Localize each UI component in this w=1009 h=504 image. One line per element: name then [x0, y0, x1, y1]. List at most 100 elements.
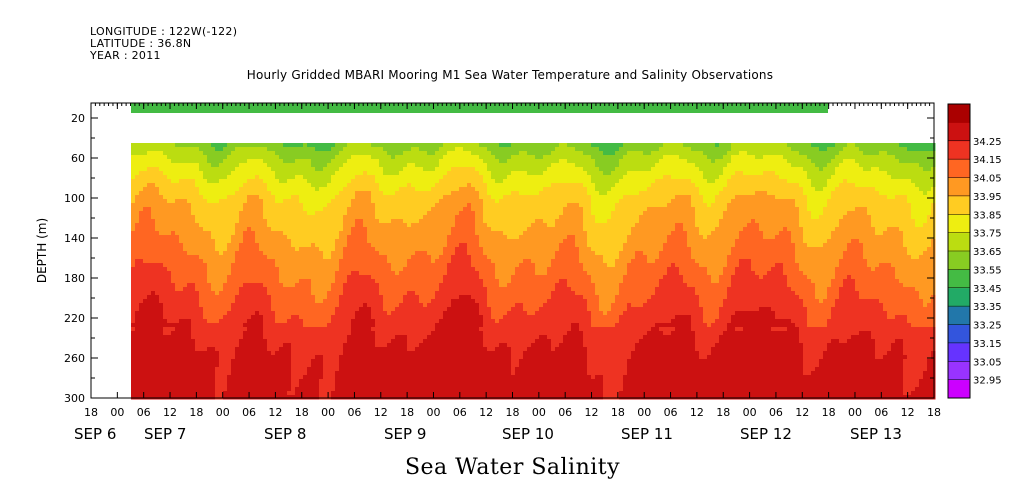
- heatmap-cell: [155, 263, 160, 268]
- heatmap-cell: [147, 147, 152, 152]
- heatmap-cell: [335, 279, 340, 284]
- heatmap-cell: [335, 303, 340, 308]
- heatmap-cell: [399, 163, 404, 168]
- heatmap-cell: [211, 299, 216, 304]
- heatmap-cell: [391, 387, 396, 392]
- heatmap-cell: [215, 275, 220, 280]
- heatmap-cell: [147, 355, 152, 360]
- heatmap-cell: [311, 151, 316, 156]
- heatmap-cell: [395, 219, 400, 224]
- heatmap-cell: [327, 247, 332, 252]
- heatmap-cell: [319, 203, 324, 208]
- heatmap-cell: [143, 387, 148, 392]
- heatmap-cell: [367, 387, 372, 392]
- heatmap-cell: [239, 315, 244, 320]
- heatmap-cell: [387, 251, 392, 256]
- heatmap-cell: [343, 319, 348, 324]
- heatmap-cell: [179, 227, 184, 232]
- heatmap-cell: [355, 151, 360, 156]
- heatmap-cell: [219, 327, 224, 332]
- heatmap-cell: [403, 223, 408, 228]
- heatmap-cell: [439, 375, 444, 380]
- heatmap-cell: [211, 331, 216, 336]
- heatmap-cell: [375, 291, 380, 296]
- heatmap-cell: [367, 203, 372, 208]
- heatmap-cell: [191, 159, 196, 164]
- heatmap-cell: [159, 243, 164, 248]
- heatmap-cell: [223, 159, 228, 164]
- heatmap-cell: [291, 243, 296, 248]
- heatmap-cell: [243, 283, 248, 288]
- heatmap-cell: [419, 275, 424, 280]
- heatmap-cell: [411, 299, 416, 304]
- heatmap-cell: [207, 267, 212, 272]
- heatmap-cell: [395, 395, 400, 400]
- heatmap-cell: [431, 179, 436, 184]
- heatmap-cell: [367, 303, 372, 308]
- heatmap-cell: [247, 191, 252, 196]
- heatmap-cell: [339, 159, 344, 164]
- heatmap-cell: [383, 303, 388, 308]
- heatmap-cell: [275, 299, 280, 304]
- heatmap-cell: [307, 215, 312, 220]
- heatmap-cell: [299, 359, 304, 364]
- heatmap-cell: [163, 267, 168, 272]
- heatmap-cell: [203, 167, 208, 172]
- heatmap-cell: [431, 215, 436, 220]
- heatmap-cell: [395, 143, 400, 148]
- heatmap-cell: [215, 315, 220, 320]
- heatmap-cell: [179, 259, 184, 264]
- heatmap-cell: [275, 351, 280, 356]
- heatmap-cell: [199, 255, 204, 260]
- heatmap-cell: [211, 251, 216, 256]
- heatmap-cell: [131, 259, 136, 264]
- heatmap-cell: [231, 363, 236, 368]
- heatmap-cell: [135, 291, 140, 296]
- heatmap-cell: [211, 159, 216, 164]
- heatmap-cell: [191, 355, 196, 360]
- heatmap-cell: [327, 243, 332, 248]
- heatmap-cell: [431, 279, 436, 284]
- heatmap-cell: [199, 327, 204, 332]
- heatmap-cell: [207, 155, 212, 160]
- heatmap-cell: [143, 283, 148, 288]
- heatmap-cell: [211, 363, 216, 368]
- heatmap-cell: [251, 271, 256, 276]
- heatmap-cell: [343, 387, 348, 392]
- heatmap-cell: [295, 231, 300, 236]
- heatmap-cell: [383, 271, 388, 276]
- heatmap-cell: [295, 235, 300, 240]
- heatmap-cell: [327, 211, 332, 216]
- heatmap-cell: [379, 215, 384, 220]
- heatmap-cell: [347, 187, 352, 192]
- heatmap-cell: [411, 287, 416, 292]
- heatmap-cell: [219, 275, 224, 280]
- heatmap-cell: [251, 379, 256, 384]
- heatmap-cell: [339, 215, 344, 220]
- heatmap-cell: [367, 279, 372, 284]
- heatmap-cell: [219, 251, 224, 256]
- heatmap-cell: [343, 223, 348, 228]
- heatmap-cell: [343, 199, 348, 204]
- heatmap-cell: [343, 395, 348, 400]
- heatmap-cell: [407, 335, 412, 340]
- heatmap-cell: [263, 183, 268, 188]
- heatmap-cell: [319, 255, 324, 260]
- heatmap-cell: [159, 375, 164, 380]
- heatmap-cell: [275, 219, 280, 224]
- heatmap-cell: [327, 291, 332, 296]
- heatmap-cell: [311, 179, 316, 184]
- heatmap-cell: [435, 259, 440, 264]
- heatmap-cell: [135, 319, 140, 324]
- heatmap-cell: [263, 395, 268, 400]
- heatmap-cell: [215, 343, 220, 348]
- heatmap-cell: [375, 259, 380, 264]
- heatmap-cell: [167, 195, 172, 200]
- heatmap-cell: [339, 255, 344, 260]
- heatmap-cell: [439, 331, 444, 336]
- heatmap-cell: [215, 203, 220, 208]
- heatmap-cell: [275, 231, 280, 236]
- heatmap-cell: [179, 355, 184, 360]
- heatmap-cell: [187, 367, 192, 372]
- heatmap-cell: [167, 271, 172, 276]
